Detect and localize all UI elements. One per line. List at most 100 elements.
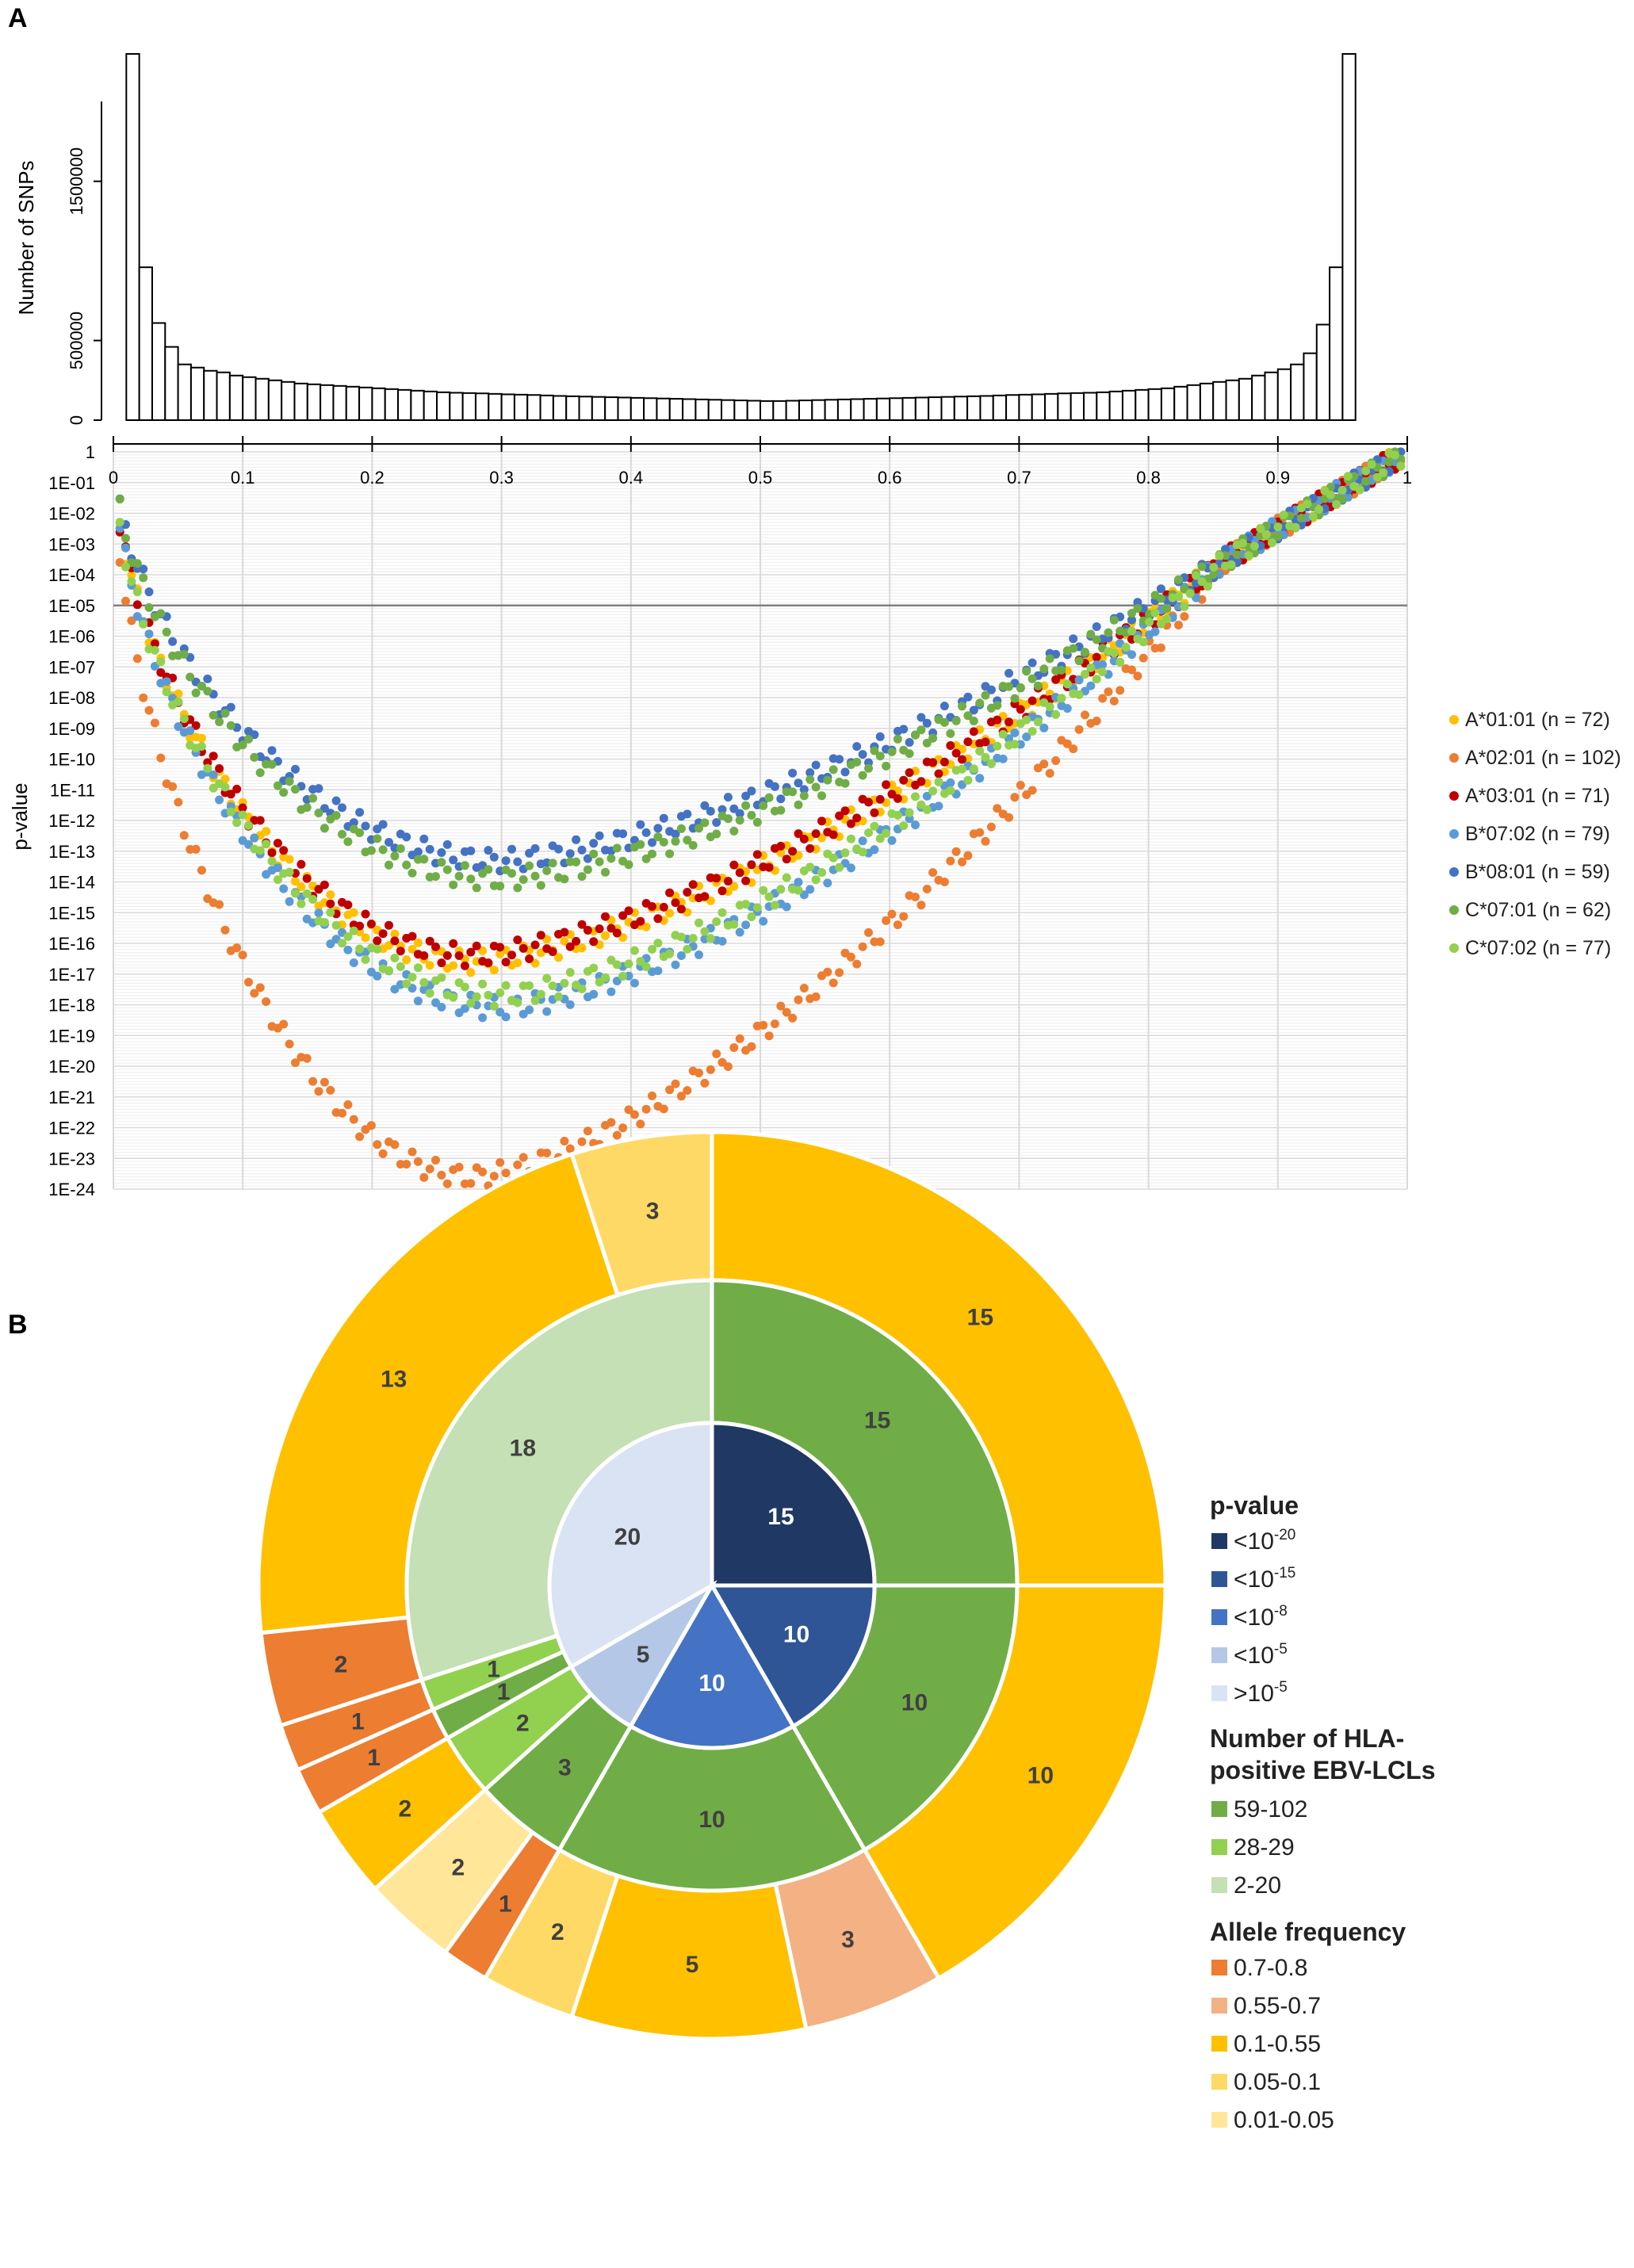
scatter-point [390,1140,400,1149]
outer-ring-segment-label: 1 [351,1708,365,1734]
scatter-point [729,882,739,891]
scatter-point [1109,615,1119,625]
scatter-point [782,855,791,864]
scatter-point [641,1104,651,1114]
scatter-point [501,981,511,990]
scatter-point [560,936,569,946]
x-tick-label: 0.1 [231,468,255,488]
scatter-point [799,835,809,843]
scatter-point [291,764,300,774]
scatter-point [132,587,142,597]
scatter-point [653,824,663,833]
scatter-point [683,1086,692,1096]
legend-item-label: 0.7-0.8 [1234,1955,1307,1981]
scatter-point [460,961,469,970]
scatter-point [969,727,978,736]
scatter-point [752,850,762,859]
scatter-point [589,839,599,848]
scatter-point [589,989,599,999]
scatter-point [922,718,932,728]
scatter-point [449,880,458,889]
scatter-point [835,862,844,872]
legend-item-base: <10 [1234,1528,1274,1555]
legend-item-base: <10 [1234,1643,1274,1669]
hist-y-tick-label: 500000 [67,312,86,369]
scatter-point [542,866,552,875]
scatter-plot: 1 1E-01 1E-02 1E-03 1E-04 1E-05 1E-06 1E-07 1E-0… [8,436,1621,1224]
scatter-point [1062,679,1072,689]
scatter-point [828,978,838,988]
scatter-point [700,818,710,828]
inner-ring-segment-label: 20 [614,1524,641,1551]
scatter-point [963,711,973,721]
scatter-point [460,982,469,992]
middle-ring-segment-label: 18 [510,1436,536,1462]
scatter-point [577,845,587,855]
scatter-point [729,826,739,836]
scatter-point [817,817,826,826]
scatter-point [378,820,388,829]
scatter-point [864,763,873,773]
scatter-point [1279,511,1288,519]
scatter-point [525,1005,534,1015]
scatter-y-tick-label: 1E-14 [48,873,95,893]
scatter-point [1115,686,1125,695]
legend-item-label: <10-8 [1234,1603,1288,1631]
hist-bar [629,396,645,422]
scatter-point [548,981,557,991]
scatter-point [255,983,265,992]
scatter-point [776,885,786,894]
scatter-point [718,886,727,896]
scatter-point [934,769,943,778]
scatter-point [285,897,294,906]
scatter-point [267,848,277,858]
scatter-point [226,807,235,817]
scatter-point [723,877,733,886]
scatter-point [916,713,926,722]
scatter-point [870,845,879,855]
scatter-point [1150,627,1160,637]
scatter-point [530,843,540,853]
scatter-point [343,945,353,954]
scatter-point [577,1137,587,1146]
scatter-point [1127,626,1136,636]
scatter-y-tick-label: 1E-12 [48,811,95,831]
scatter-point [846,863,855,873]
hist-bar [1108,390,1123,421]
scatter-point [823,775,832,785]
hist-bar [371,387,386,421]
scatter-point [759,801,768,810]
scatter-point [840,806,850,816]
scatter-point [302,803,312,813]
scatter-point [583,865,592,874]
scatter-point [612,1130,622,1140]
scatter-point [607,924,616,933]
scatter-point [958,755,966,764]
scatter-point [402,979,411,989]
scatter-point [1016,683,1025,692]
hist-bar [125,53,140,421]
scatter-point [993,741,1002,751]
scatter-point [191,721,201,730]
scatter-point [285,855,294,864]
scatter-point [1081,710,1089,720]
scatter-point [144,706,154,715]
scatter-point [899,821,909,831]
scatter-point [250,989,259,998]
scatter-point [1185,589,1195,599]
scatter-point [308,794,318,803]
scatter-point [496,1008,505,1017]
scatter-point [577,985,587,993]
scatter-point [1086,681,1096,690]
scatter-point [378,929,388,939]
legend-item-label: B*07:02 (n = 79) [1465,823,1610,845]
hist-bar [760,400,775,422]
scatter-point [1027,727,1037,736]
scatter-point [601,931,610,940]
scatter-point [431,998,440,1008]
scatter-point [413,1157,423,1166]
scatter-point [565,1144,575,1153]
scatter-point [144,602,154,612]
legend-item-label: C*07:01 (n = 62) [1465,899,1611,921]
scatter-point [899,775,909,785]
